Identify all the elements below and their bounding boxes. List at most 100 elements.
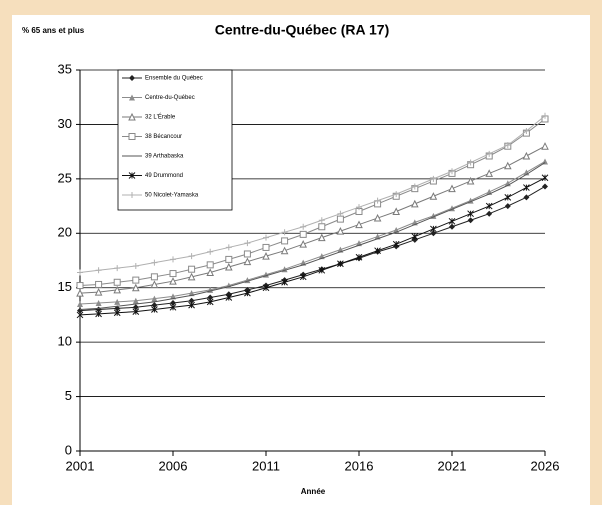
point xyxy=(522,151,531,160)
point xyxy=(113,309,121,317)
point xyxy=(523,184,530,191)
point xyxy=(262,284,270,292)
point xyxy=(466,176,475,185)
point xyxy=(410,199,419,208)
point xyxy=(244,240,251,247)
point xyxy=(225,294,233,301)
series-line xyxy=(79,115,546,273)
point xyxy=(132,276,140,284)
y-tick-label: 0 xyxy=(65,442,72,457)
point xyxy=(503,161,512,170)
point xyxy=(411,233,419,240)
point xyxy=(263,234,269,241)
point xyxy=(188,253,195,260)
point xyxy=(132,304,139,311)
point xyxy=(262,252,270,260)
point xyxy=(449,168,455,175)
point xyxy=(170,256,176,263)
point xyxy=(132,297,139,304)
legend-box xyxy=(117,69,233,211)
point xyxy=(113,285,122,294)
point xyxy=(76,282,84,290)
legend-marker xyxy=(128,133,136,140)
point xyxy=(336,215,344,223)
point xyxy=(114,298,121,305)
series-line xyxy=(79,186,546,312)
point xyxy=(300,223,307,230)
point xyxy=(374,197,381,204)
point xyxy=(244,289,251,297)
point xyxy=(169,303,177,311)
point xyxy=(206,298,214,306)
point xyxy=(542,183,548,190)
point xyxy=(113,278,121,286)
point xyxy=(411,183,418,190)
x-tick-label: 2006 xyxy=(159,458,188,473)
panel xyxy=(12,15,590,505)
point xyxy=(430,175,437,182)
point xyxy=(337,210,344,217)
point xyxy=(188,297,195,304)
point xyxy=(77,269,83,276)
series-line xyxy=(79,177,546,316)
point xyxy=(449,223,455,230)
legend-label: 49 Drummond xyxy=(145,173,183,179)
point xyxy=(318,217,325,224)
point xyxy=(132,308,140,316)
point xyxy=(95,299,102,306)
point xyxy=(262,243,270,251)
point xyxy=(504,142,511,149)
point xyxy=(504,203,511,210)
x-tick-label: 2016 xyxy=(345,458,374,473)
point xyxy=(448,184,456,193)
point xyxy=(336,226,345,235)
point xyxy=(114,265,121,272)
point xyxy=(95,310,102,318)
point xyxy=(187,272,196,281)
series-line xyxy=(79,162,546,310)
y-tick-label: 30 xyxy=(58,116,72,131)
point xyxy=(541,142,549,150)
point xyxy=(486,210,493,217)
y-tick-label: 25 xyxy=(58,170,72,185)
point xyxy=(430,225,437,233)
legend-label: Ensemble du Québec xyxy=(145,76,203,82)
point xyxy=(151,295,158,302)
point xyxy=(485,202,493,210)
y-tick-label: 35 xyxy=(58,61,72,76)
legend-label: 50 Nicolet-Yamaska xyxy=(145,193,199,199)
point xyxy=(206,268,215,276)
point xyxy=(281,278,288,286)
y-tick-label: 5 xyxy=(65,388,72,403)
legend-marker xyxy=(128,112,136,121)
point xyxy=(429,192,438,200)
point xyxy=(392,240,400,248)
point xyxy=(318,266,326,274)
point xyxy=(337,260,344,268)
point xyxy=(76,311,84,319)
legend-label: 38 Bécancour xyxy=(145,134,182,140)
point xyxy=(95,267,102,274)
point xyxy=(317,233,326,242)
point xyxy=(131,283,140,292)
x-tick-label: 2011 xyxy=(252,458,280,473)
point xyxy=(299,273,307,281)
point xyxy=(430,230,437,237)
point xyxy=(504,194,512,201)
point xyxy=(467,210,474,218)
point xyxy=(523,127,530,134)
point xyxy=(95,280,103,288)
legend-label: Centre-du-Québec xyxy=(145,95,195,101)
point xyxy=(188,301,195,309)
point xyxy=(206,261,214,269)
point xyxy=(542,112,548,119)
point xyxy=(355,220,363,229)
point xyxy=(356,204,362,211)
point xyxy=(392,207,401,216)
point xyxy=(150,280,159,288)
point xyxy=(373,213,382,222)
x-tick-label: 2021 xyxy=(438,458,467,473)
legend-marker xyxy=(128,172,136,179)
